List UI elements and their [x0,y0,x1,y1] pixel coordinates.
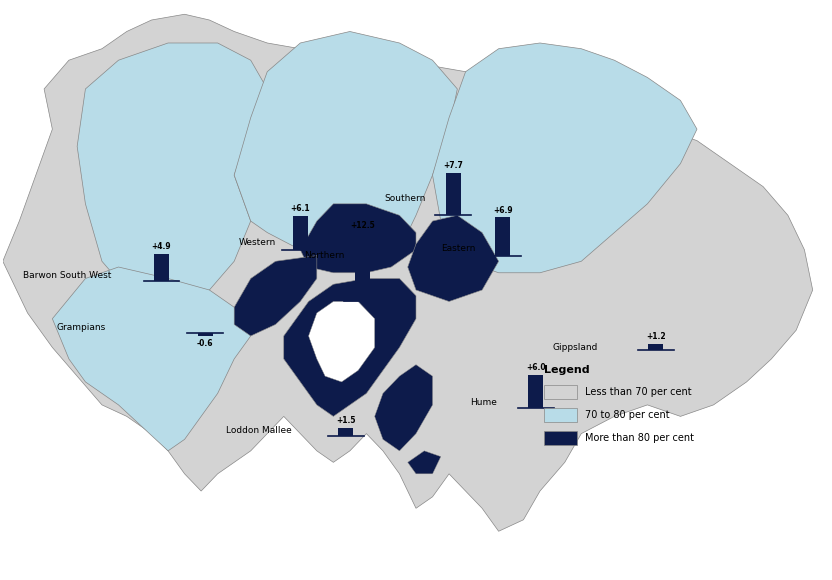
Bar [528,375,543,408]
Bar [544,408,577,422]
Bar [354,233,369,302]
Bar [293,216,308,250]
Bar [544,431,577,445]
Text: +12.5: +12.5 [350,220,374,230]
Text: 70 to 80 per cent: 70 to 80 per cent [586,410,670,420]
Bar [495,218,510,256]
Text: Loddon Mallee: Loddon Mallee [226,426,292,435]
Text: +1.5: +1.5 [336,416,355,425]
Polygon shape [234,31,458,261]
Bar [446,173,461,215]
Text: Barwon South West: Barwon South West [23,271,111,280]
Polygon shape [433,43,697,273]
Text: Hume: Hume [470,397,497,407]
Text: +6.9: +6.9 [493,205,513,215]
Bar [648,344,663,350]
Text: Southern: Southern [384,194,426,202]
Polygon shape [52,267,250,451]
Text: +4.9: +4.9 [151,242,171,252]
Text: +6.1: +6.1 [290,204,310,213]
Text: -0.6: -0.6 [197,339,214,348]
Text: +6.0: +6.0 [526,363,546,372]
Bar [198,333,213,336]
Polygon shape [284,278,416,416]
Polygon shape [309,302,374,382]
Text: Western: Western [238,238,275,248]
Polygon shape [234,256,317,336]
Polygon shape [77,43,267,302]
Text: Gippsland: Gippsland [552,343,597,352]
Text: Legend: Legend [544,365,590,375]
Text: Northern: Northern [305,251,344,260]
Bar [154,255,169,281]
Text: +7.7: +7.7 [443,161,463,170]
Text: Eastern: Eastern [441,244,475,252]
Text: More than 80 per cent: More than 80 per cent [586,433,695,443]
Polygon shape [408,215,498,302]
Text: Grampians: Grampians [57,323,106,332]
Polygon shape [408,451,441,474]
Polygon shape [2,14,813,531]
Text: Less than 70 per cent: Less than 70 per cent [586,387,692,397]
Polygon shape [374,365,433,451]
Bar [339,428,354,437]
Polygon shape [300,204,416,273]
Bar [544,385,577,399]
Text: +1.2: +1.2 [646,332,666,341]
